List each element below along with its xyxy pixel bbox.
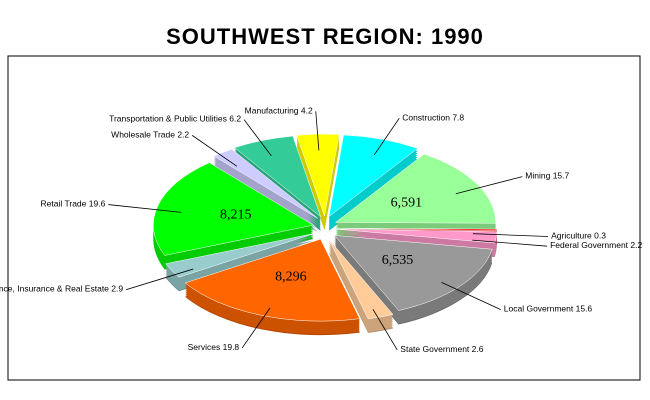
leader-line (191, 135, 238, 167)
slice (328, 239, 394, 320)
leader-line (372, 309, 398, 351)
value-label: 2.2 (177, 130, 189, 140)
slice-label: Services 19.8 (188, 342, 240, 352)
value-label: 2.2 (630, 240, 642, 250)
category-name: State Government (400, 344, 470, 354)
category-name: Finance, Insurance & Real Estate (0, 284, 109, 294)
slice (336, 228, 498, 244)
category-name: Manufacturing (245, 106, 299, 116)
slice (333, 235, 493, 311)
value-label: 2.6 (472, 344, 484, 354)
slice (334, 153, 496, 224)
category-name: Transportation & Public Utilities (109, 114, 227, 124)
slice-label: Retail Trade 19.6 (41, 199, 106, 209)
count-label: 6,535 (382, 253, 414, 268)
value-label: 6.2 (229, 114, 241, 124)
value-label: 0.3 (594, 231, 606, 241)
slice-label: Agriculture 0.3 (551, 231, 606, 241)
chart-title: SOUTHWEST REGION: 1990 (166, 24, 484, 49)
category-name: Construction (402, 113, 450, 123)
category-name: Services (188, 342, 221, 352)
slice (336, 227, 498, 231)
leader-line (243, 119, 272, 157)
slice-label: Mining 15.7 (525, 171, 569, 181)
value-label: 4.2 (301, 106, 313, 116)
leader-line (472, 239, 548, 247)
leader-line (241, 307, 271, 349)
leader-line (108, 204, 182, 213)
category-name: Agriculture (551, 231, 592, 241)
count-label: 8,215 (220, 208, 252, 223)
value-label: 2.9 (111, 284, 123, 294)
category-name: Federal Government (550, 240, 629, 250)
leader-line (315, 111, 320, 151)
slice-label: Transportation & Public Utilities 6.2 (109, 114, 241, 124)
category-name: Retail Trade (41, 199, 87, 209)
category-name: Local Government (504, 304, 574, 314)
value-label: 15.6 (576, 304, 593, 314)
slice (328, 134, 419, 218)
slice-label: Manufacturing 4.2 (245, 106, 313, 116)
category-name: Wholesale Trade (111, 130, 175, 140)
leader-line (472, 233, 549, 237)
slice-label: Finance, Insurance & Real Estate 2.9 (0, 284, 123, 294)
value-label: 19.6 (89, 199, 106, 209)
category-name: Mining (525, 171, 550, 181)
slice-label: State Government 2.6 (400, 344, 483, 354)
leader-line (455, 176, 523, 195)
leader-line (125, 268, 194, 291)
value-label: 7.8 (452, 113, 464, 123)
leader-line (373, 118, 400, 156)
slice (234, 135, 322, 218)
value-label: 15.7 (553, 171, 570, 181)
slice (165, 233, 315, 278)
slice (213, 148, 319, 219)
count-label: 8,296 (275, 269, 307, 284)
slice-label: Federal Government 2.2 (550, 240, 642, 250)
slice (184, 238, 361, 322)
plot-frame (7, 55, 641, 381)
leader-line (441, 281, 501, 310)
slice (153, 162, 315, 256)
count-label: 6,591 (391, 195, 423, 210)
slice-label: Construction 7.8 (402, 113, 464, 123)
slice-label: Wholesale Trade 2.2 (111, 130, 189, 140)
value-label: 19.8 (223, 342, 240, 352)
slice-label: Local Government 15.6 (504, 304, 593, 314)
